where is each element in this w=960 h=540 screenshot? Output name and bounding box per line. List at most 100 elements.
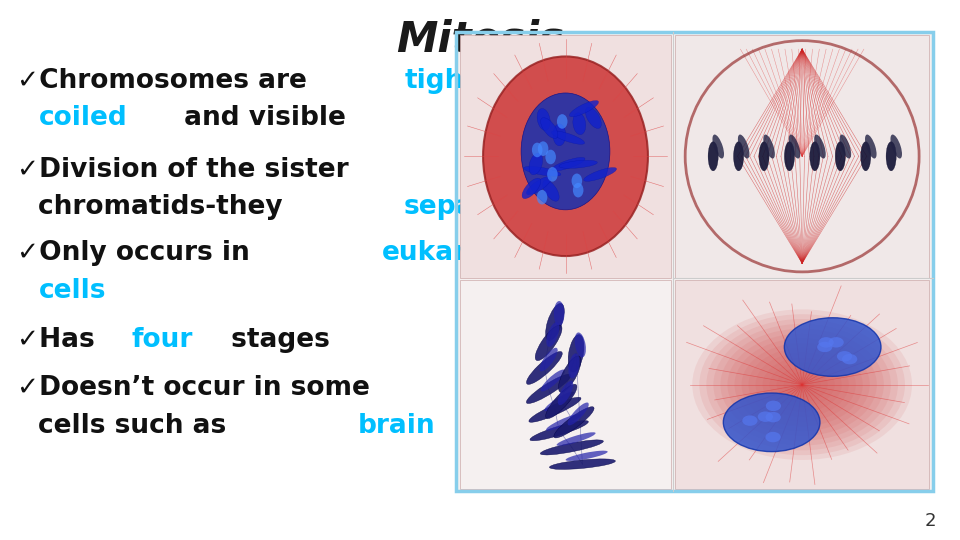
Ellipse shape bbox=[538, 141, 548, 156]
Text: cells: cells bbox=[471, 413, 548, 439]
Ellipse shape bbox=[521, 93, 610, 210]
Ellipse shape bbox=[720, 329, 884, 441]
Text: chromatids-they: chromatids-they bbox=[38, 194, 292, 220]
Ellipse shape bbox=[770, 362, 834, 407]
Ellipse shape bbox=[540, 369, 564, 392]
Ellipse shape bbox=[699, 314, 905, 455]
Ellipse shape bbox=[557, 114, 567, 129]
Ellipse shape bbox=[536, 325, 562, 361]
Text: 2: 2 bbox=[924, 512, 936, 530]
Ellipse shape bbox=[814, 134, 826, 159]
Text: separate: separate bbox=[403, 194, 535, 220]
Ellipse shape bbox=[545, 150, 556, 164]
Ellipse shape bbox=[584, 167, 616, 181]
Ellipse shape bbox=[707, 319, 898, 450]
Ellipse shape bbox=[529, 397, 581, 422]
Ellipse shape bbox=[554, 301, 564, 326]
Ellipse shape bbox=[545, 384, 577, 418]
Ellipse shape bbox=[522, 178, 540, 199]
Ellipse shape bbox=[565, 451, 608, 461]
Bar bbox=[675, 280, 929, 489]
Ellipse shape bbox=[544, 392, 574, 411]
Ellipse shape bbox=[759, 141, 769, 171]
Text: ✓Doesn’t occur in some: ✓Doesn’t occur in some bbox=[17, 375, 371, 401]
Ellipse shape bbox=[865, 134, 876, 159]
Ellipse shape bbox=[840, 134, 852, 159]
Ellipse shape bbox=[559, 160, 597, 168]
Ellipse shape bbox=[763, 134, 775, 159]
Ellipse shape bbox=[573, 183, 584, 198]
Text: ✓Division of the sister: ✓Division of the sister bbox=[17, 157, 348, 183]
Ellipse shape bbox=[540, 118, 558, 139]
Ellipse shape bbox=[554, 407, 594, 438]
Ellipse shape bbox=[571, 173, 582, 188]
Ellipse shape bbox=[741, 343, 863, 426]
Ellipse shape bbox=[891, 134, 902, 159]
Ellipse shape bbox=[784, 318, 881, 376]
Ellipse shape bbox=[766, 401, 781, 411]
Ellipse shape bbox=[557, 433, 595, 446]
Ellipse shape bbox=[537, 190, 547, 205]
Ellipse shape bbox=[568, 335, 584, 372]
Ellipse shape bbox=[789, 134, 801, 159]
Ellipse shape bbox=[784, 141, 795, 171]
Ellipse shape bbox=[810, 141, 820, 171]
Ellipse shape bbox=[886, 141, 897, 171]
Ellipse shape bbox=[546, 322, 560, 347]
Text: ✓Chromosomes are: ✓Chromosomes are bbox=[17, 68, 316, 93]
Bar bbox=[460, 35, 671, 278]
Ellipse shape bbox=[860, 141, 871, 171]
Ellipse shape bbox=[586, 107, 601, 129]
Ellipse shape bbox=[817, 342, 832, 352]
Ellipse shape bbox=[762, 357, 842, 412]
Ellipse shape bbox=[837, 351, 852, 362]
Ellipse shape bbox=[526, 352, 563, 384]
Ellipse shape bbox=[742, 415, 757, 426]
Text: cells such as: cells such as bbox=[38, 413, 236, 439]
Ellipse shape bbox=[723, 393, 820, 451]
Text: coiled: coiled bbox=[38, 105, 127, 131]
Ellipse shape bbox=[756, 353, 849, 416]
Text: and visible: and visible bbox=[176, 105, 346, 131]
Ellipse shape bbox=[835, 141, 846, 171]
Ellipse shape bbox=[567, 402, 588, 426]
Ellipse shape bbox=[575, 333, 586, 357]
Ellipse shape bbox=[483, 57, 648, 256]
Ellipse shape bbox=[828, 337, 844, 348]
Text: ✓Only occurs in: ✓Only occurs in bbox=[17, 240, 259, 266]
Text: Mitosis: Mitosis bbox=[396, 19, 564, 61]
Ellipse shape bbox=[842, 354, 857, 364]
Ellipse shape bbox=[524, 166, 561, 176]
Ellipse shape bbox=[708, 141, 718, 171]
Ellipse shape bbox=[568, 353, 580, 379]
Ellipse shape bbox=[540, 440, 604, 455]
Ellipse shape bbox=[728, 334, 876, 436]
Ellipse shape bbox=[733, 141, 744, 171]
Ellipse shape bbox=[532, 143, 542, 157]
Text: stages: stages bbox=[223, 327, 330, 353]
Text: brain: brain bbox=[357, 413, 435, 439]
Ellipse shape bbox=[765, 432, 780, 442]
Ellipse shape bbox=[537, 109, 550, 130]
Text: ✓Has: ✓Has bbox=[17, 327, 104, 353]
Ellipse shape bbox=[553, 124, 565, 146]
Bar bbox=[460, 280, 671, 489]
Text: tightly: tightly bbox=[405, 68, 503, 93]
Ellipse shape bbox=[712, 134, 724, 159]
Ellipse shape bbox=[757, 411, 773, 422]
Ellipse shape bbox=[569, 100, 598, 117]
Ellipse shape bbox=[526, 177, 551, 195]
Ellipse shape bbox=[819, 337, 833, 348]
Ellipse shape bbox=[558, 381, 573, 405]
Ellipse shape bbox=[551, 131, 585, 144]
Ellipse shape bbox=[713, 324, 891, 446]
Ellipse shape bbox=[545, 303, 564, 341]
Ellipse shape bbox=[547, 167, 558, 181]
Ellipse shape bbox=[692, 309, 912, 460]
Text: cells: cells bbox=[38, 278, 106, 304]
Ellipse shape bbox=[546, 414, 581, 431]
Ellipse shape bbox=[765, 412, 780, 422]
Ellipse shape bbox=[540, 348, 558, 372]
Ellipse shape bbox=[573, 113, 586, 134]
Ellipse shape bbox=[529, 153, 542, 175]
